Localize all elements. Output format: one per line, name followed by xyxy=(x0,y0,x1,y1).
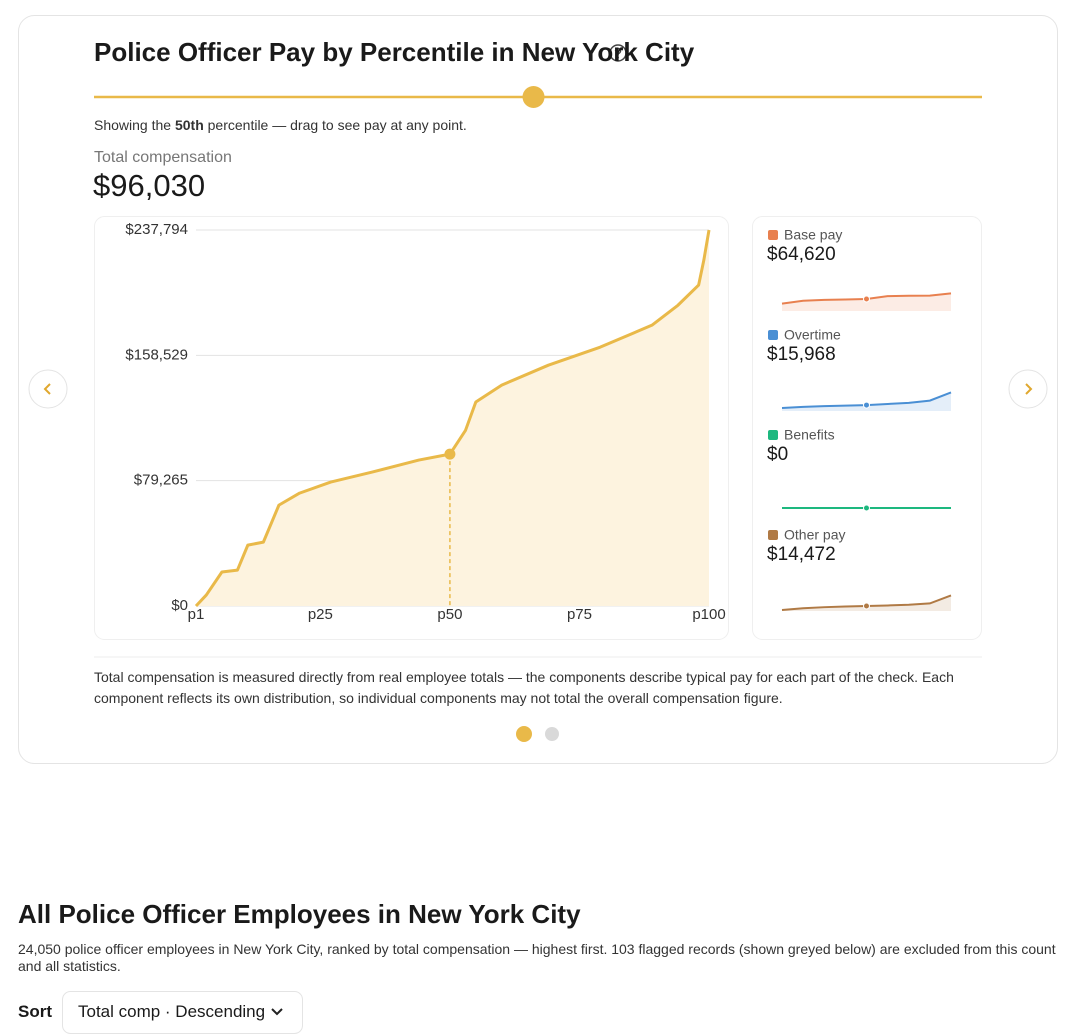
page-dot-active[interactable] xyxy=(516,726,532,742)
y-tick-label: $0 xyxy=(171,597,188,614)
spark-point xyxy=(863,602,870,610)
sort-value[interactable]: Total comp · Descending xyxy=(78,1002,266,1021)
spark-point xyxy=(863,504,870,512)
y-tick-label: $237,794 xyxy=(125,221,188,238)
total-value: $96,030 xyxy=(93,168,206,203)
x-tick-label: p100 xyxy=(692,606,725,623)
component-value: $14,472 xyxy=(767,544,836,565)
card-title: Police Officer Pay by Percentile in New … xyxy=(94,37,695,67)
legend-swatch xyxy=(768,230,778,240)
component-value: $64,620 xyxy=(767,244,836,265)
section-title: All Police Officer Employees in New York… xyxy=(18,899,581,929)
section-description: 24,050 police officer employees in New Y… xyxy=(18,941,1056,974)
spark-point xyxy=(863,401,870,409)
dropdown-arrow xyxy=(271,1008,283,1016)
x-tick-label: p75 xyxy=(567,606,592,623)
next-arrow xyxy=(1025,383,1033,395)
x-tick-label: p25 xyxy=(308,606,333,623)
caption-prefix: Showing the xyxy=(94,117,172,133)
slider-caption: Showing the 50th percentile — drag to se… xyxy=(94,117,467,133)
caption-suffix: percentile — drag to see pay at any poin… xyxy=(207,117,467,133)
card-note: Total compensation is measured directly … xyxy=(94,669,954,706)
components-panel xyxy=(752,216,982,640)
highlight-point xyxy=(444,448,456,460)
legend-label: Benefits xyxy=(784,427,835,443)
total-label: Total compensation xyxy=(94,149,232,166)
prev-button[interactable] xyxy=(28,369,68,409)
component-value: $0 xyxy=(767,444,788,465)
help-dot xyxy=(617,56,619,59)
legend-label: Base pay xyxy=(784,227,842,243)
sort-label: Sort xyxy=(18,1002,52,1021)
x-tick-label: p1 xyxy=(188,606,205,623)
component-value: $15,968 xyxy=(767,344,836,365)
help-glyph xyxy=(614,47,622,56)
legend-swatch xyxy=(768,330,778,340)
line xyxy=(194,229,711,608)
spark-area xyxy=(782,595,951,611)
legend-swatch xyxy=(768,430,778,440)
y-tick-label: $79,265 xyxy=(134,472,188,489)
legend-swatch xyxy=(768,530,778,540)
spark-point xyxy=(863,295,870,303)
prev-arrow xyxy=(43,383,51,395)
caption-percentile: 50th xyxy=(174,117,204,133)
help-icon[interactable] xyxy=(609,44,627,62)
page-dot[interactable] xyxy=(545,727,559,741)
legend-label: Overtime xyxy=(784,327,841,343)
legend-label: Other pay xyxy=(784,527,845,543)
y-tick-label: $158,529 xyxy=(125,346,188,363)
next-button[interactable] xyxy=(1008,369,1048,409)
area xyxy=(196,230,709,606)
x-tick-label: p50 xyxy=(437,606,462,623)
slider-knob[interactable] xyxy=(522,86,545,108)
